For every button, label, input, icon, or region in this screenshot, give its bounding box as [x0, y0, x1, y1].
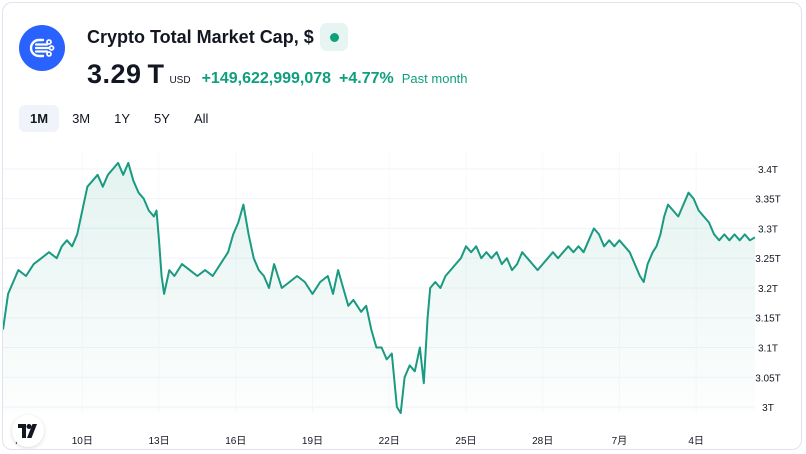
- price-summary: 3.29 T USD +149,622,999,078 +4.77% Past …: [87, 59, 468, 90]
- x-tick-label: 10日: [72, 436, 93, 447]
- y-tick-label: 3T: [762, 403, 774, 414]
- price-change-percent: +4.77%: [339, 70, 394, 87]
- y-tick-label: 3.05T: [755, 373, 781, 384]
- y-tick-label: 3.25T: [755, 254, 781, 265]
- y-tick-label: 3.4T: [758, 165, 778, 176]
- y-tick-label: 3.35T: [755, 195, 781, 206]
- market-cap-chart[interactable]: 3T 3.05T 3.1T 3.15T 3.2T 3.25T 3.3T 3.35T 3.4T 7…: [3, 143, 801, 449]
- tab-5y[interactable]: 5Y: [154, 111, 170, 126]
- current-price: 3.29 T: [87, 59, 165, 89]
- price-change: +149,622,999,078: [201, 70, 332, 87]
- x-tick-label: 22日: [379, 436, 400, 447]
- range-tabs: 1M 3M 1Y 5Y All: [19, 105, 221, 132]
- tab-1m[interactable]: 1M: [19, 105, 60, 132]
- tab-all[interactable]: All: [193, 111, 209, 126]
- y-tick-label: 3.3T: [758, 224, 778, 235]
- x-tick-label: 4日: [688, 436, 704, 447]
- currency-label: USD: [169, 75, 191, 86]
- market-status-dot-icon: [329, 32, 339, 42]
- x-tick-label: 28日: [532, 436, 553, 447]
- series-area: [3, 162, 755, 413]
- y-tick-label: 3.2T: [758, 284, 778, 295]
- x-tick-label: 7月: [612, 435, 628, 447]
- market-cap-widget: Crypto Total Market Cap, $ 3.29 T USD +1…: [2, 2, 802, 450]
- y-tick-label: 3.15T: [755, 314, 781, 325]
- page-title: Crypto Total Market Cap, $: [87, 27, 314, 47]
- x-tick-label: 25日: [455, 436, 476, 447]
- tab-1y[interactable]: 1Y: [114, 111, 131, 126]
- crypto-total-market-cap-logo-icon: [19, 25, 65, 71]
- tradingview-logo-icon[interactable]: [12, 415, 44, 447]
- market-status-badge[interactable]: [320, 23, 348, 51]
- tab-3m[interactable]: 3M: [72, 111, 91, 126]
- change-period: Past month: [401, 71, 468, 86]
- x-tick-label: 13日: [148, 436, 169, 447]
- series-line: [3, 161, 756, 414]
- x-tick-label: 19日: [302, 436, 323, 447]
- x-tick-label: 16日: [225, 436, 246, 447]
- y-tick-label: 3.1T: [758, 344, 778, 355]
